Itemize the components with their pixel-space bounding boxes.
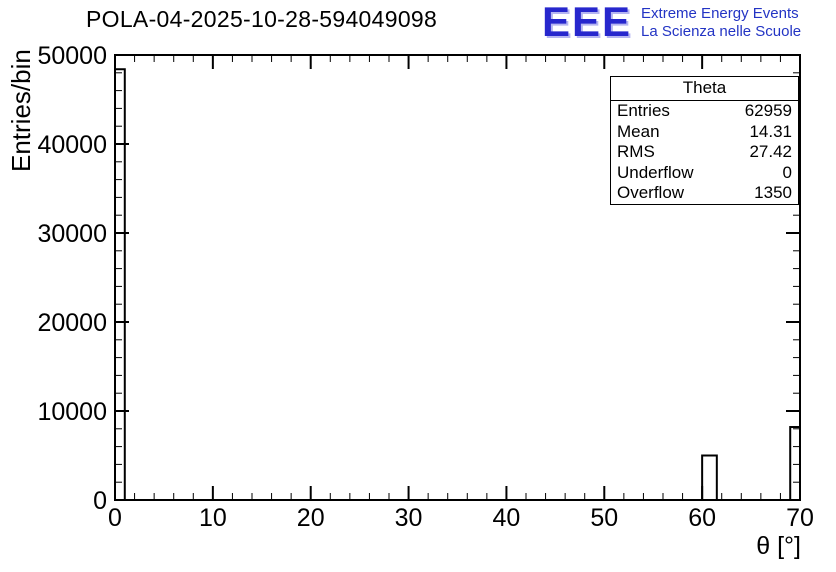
x-axis-title: θ [°] (756, 532, 801, 560)
stats-row-overflow: Overflow 1350 (611, 183, 798, 204)
histogram-bar (701, 454, 718, 501)
x-tick-label: 40 (493, 504, 521, 532)
x-tick-label: 0 (108, 504, 122, 532)
stats-label: Mean (617, 121, 660, 141)
histogram-bar (114, 68, 126, 502)
stats-row-entries: Entries 62959 (611, 101, 798, 122)
stats-row-mean: Mean 14.31 (611, 122, 798, 143)
stats-label: Underflow (617, 162, 694, 182)
y-tick-label: 0 (93, 487, 107, 515)
y-tick-label: 30000 (37, 220, 107, 248)
eee-logo: EEE Extreme Energy Events La Scienza nel… (542, 0, 801, 44)
y-tick-label: 20000 (37, 309, 107, 337)
y-axis-title: Entries/bin (6, 49, 36, 172)
y-tick-label: 50000 (37, 42, 107, 70)
logo-subtitle-line1: Extreme Energy Events (641, 5, 799, 22)
stats-value: 27.42 (749, 142, 792, 161)
y-tick-label: 40000 (37, 131, 107, 159)
stats-label: RMS (617, 142, 655, 161)
stats-value: 62959 (744, 101, 792, 120)
x-tick-label: 70 (786, 504, 814, 532)
y-tick-label: 10000 (37, 398, 107, 426)
histogram-bar (789, 426, 802, 501)
x-tick-label: 60 (688, 504, 716, 532)
stats-label: Entries (617, 101, 670, 120)
stats-value: 0 (782, 162, 792, 182)
stats-box: Theta Entries 62959 Mean 14.31 RMS 27.42… (610, 76, 799, 205)
stats-row-underflow: Underflow 0 (611, 163, 798, 184)
x-tick-label: 30 (395, 504, 423, 532)
plot-frame (114, 54, 801, 501)
eee-logo-subtitle: Extreme Energy Events La Scienza nelle S… (641, 5, 801, 44)
eee-logo-text: EEE (542, 0, 633, 45)
x-tick-label: 50 (590, 504, 618, 532)
stats-label: Overflow (617, 183, 685, 202)
logo-subtitle-line2: La Scienza nelle Scuole (641, 23, 802, 40)
x-tick-label: 10 (199, 504, 227, 532)
page-title: POLA-04-2025-10-28-594049098 (86, 6, 438, 32)
stats-box-title: Theta (611, 77, 798, 101)
stats-row-rms: RMS 27.42 (611, 142, 798, 163)
stats-value: 14.31 (749, 121, 792, 141)
x-tick-label: 20 (297, 504, 325, 532)
stats-value: 1350 (754, 183, 792, 202)
